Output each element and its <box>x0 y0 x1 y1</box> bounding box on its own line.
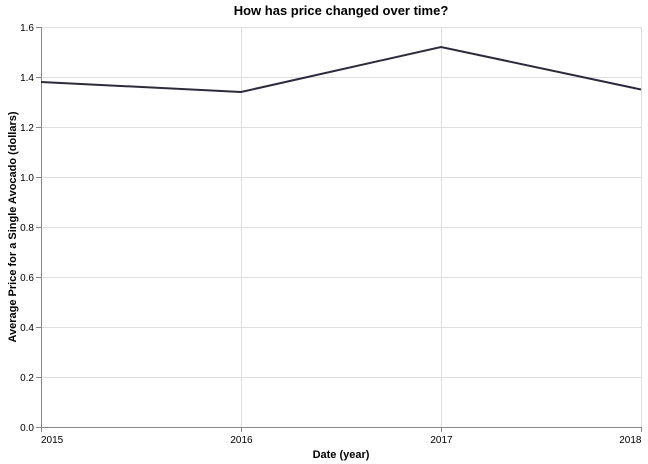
axes <box>41 27 641 428</box>
x-axis-title: Date (year) <box>313 449 370 461</box>
x-tick-label: 2015 <box>41 435 64 446</box>
tick-labels: 0.0 0.2 0.4 0.6 0.8 1.0 1.2 1.4 1.6 2015 2016 2017 2… <box>20 23 642 446</box>
y-tick-label: 1.2 <box>20 123 34 134</box>
chart-title: How has price changed over time? <box>234 3 449 18</box>
y-tick-label: 1.0 <box>20 173 34 184</box>
y-tick-label: 0.8 <box>20 223 34 234</box>
y-tick-label: 0.2 <box>20 373 34 384</box>
gridlines <box>41 27 642 427</box>
series <box>40 45 642 94</box>
y-axis-title: Average Price for a Single Avocado (doll… <box>7 111 19 342</box>
x-tick-label: 2017 <box>430 435 453 446</box>
x-tick-label: 2016 <box>230 435 253 446</box>
y-tick-label: 1.6 <box>20 23 34 34</box>
series-line <box>40 45 642 94</box>
y-tick-label: 0.6 <box>20 273 34 284</box>
y-tick-label: 1.4 <box>20 73 34 84</box>
y-tick-label: 0.0 <box>20 423 34 434</box>
y-tick-label: 0.4 <box>20 323 34 334</box>
x-tick-label: 2018 <box>619 435 642 446</box>
